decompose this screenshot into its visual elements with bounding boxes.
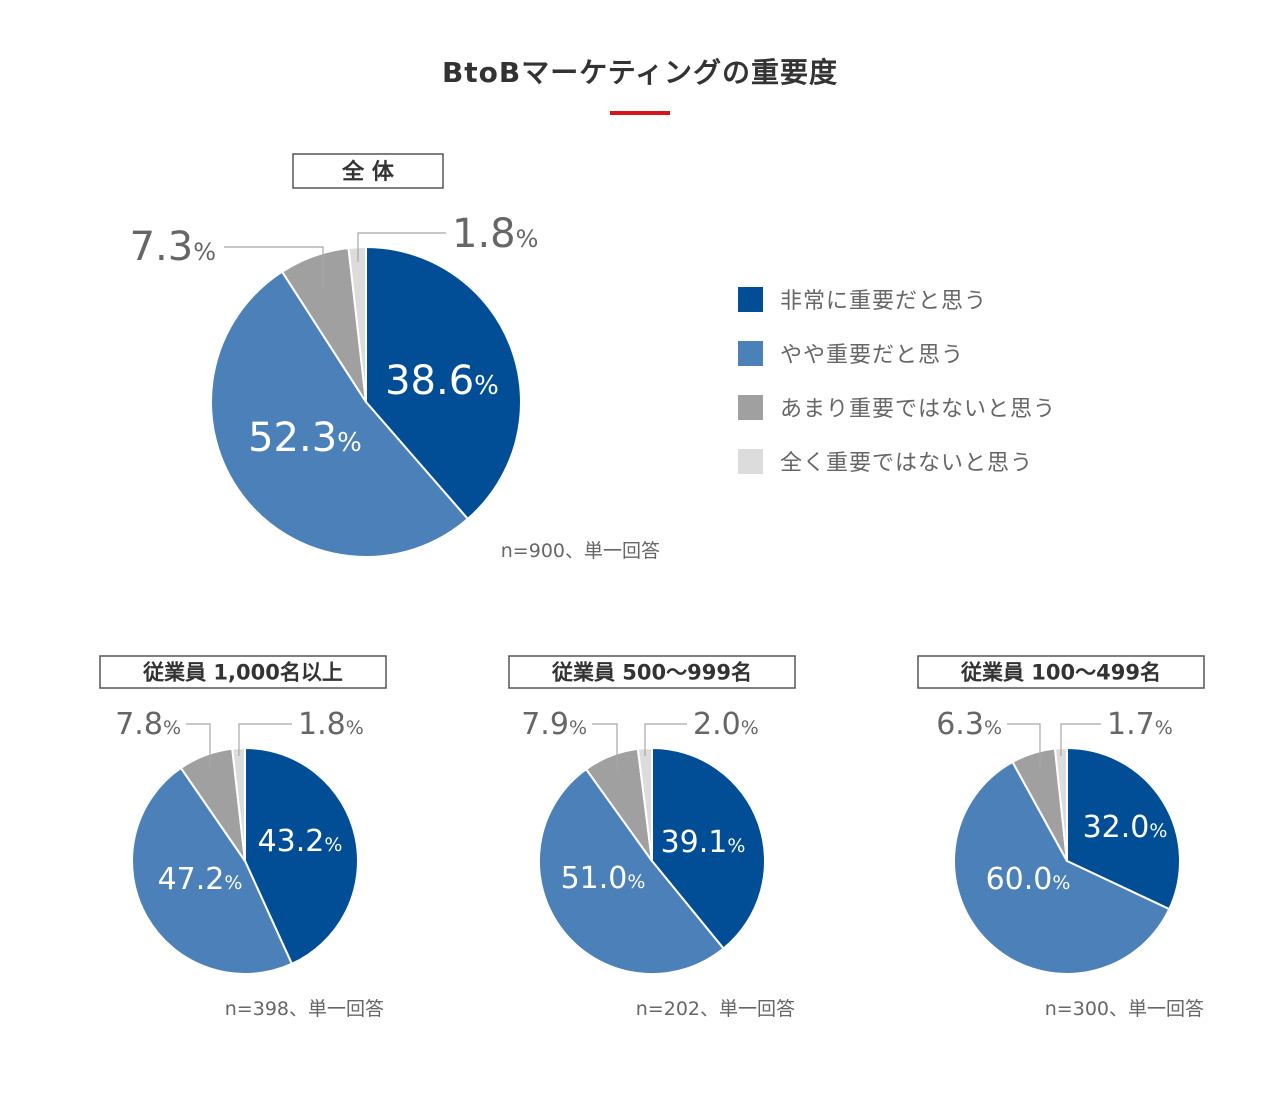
leader-line	[186, 723, 211, 770]
data-label: 39.1%	[661, 825, 746, 860]
data-label: 1.8%	[452, 211, 538, 257]
leader-line	[644, 723, 687, 756]
legend-label: 非常に重要だと思う	[780, 289, 987, 314]
data-label: 7.8%	[115, 707, 181, 742]
data-label-value: 6.3	[936, 707, 984, 742]
data-label: 1.8%	[298, 707, 364, 742]
data-label: 47.2%	[158, 862, 243, 897]
leader-line	[1007, 723, 1041, 770]
pie-slice	[131, 766, 293, 975]
pie-title-box	[917, 655, 1205, 689]
data-label: 38.6%	[385, 358, 499, 404]
data-label-value: 52.3	[248, 415, 337, 461]
data-label-percent: %	[727, 835, 745, 857]
data-label-value: 7.9	[521, 707, 569, 742]
leader-line	[592, 723, 618, 770]
data-label-value: 1.8	[452, 211, 516, 257]
data-label-percent: %	[1052, 872, 1070, 894]
data-label-value: 51.0	[561, 861, 628, 896]
sample-note: n=202、単一回答	[636, 998, 795, 1020]
legend-label: 全く重要ではないと思う	[780, 451, 1033, 476]
data-label-value: 7.8	[115, 707, 163, 742]
data-label-percent: %	[324, 834, 342, 856]
sample-note: n=398、単一回答	[225, 998, 384, 1020]
data-label-percent: %	[1155, 717, 1173, 739]
data-label: 51.0%	[561, 861, 646, 896]
data-label-value: 7.3	[130, 224, 194, 270]
pie-title: 従業員 100〜499名	[960, 661, 1161, 685]
sample-note: n=900、単一回答	[501, 540, 660, 562]
leader-line	[1060, 723, 1101, 756]
data-label: 2.0%	[693, 707, 759, 742]
pie-slice	[651, 747, 766, 950]
data-label-percent: %	[516, 225, 539, 253]
data-label-percent: %	[984, 717, 1002, 739]
pie-slice	[953, 760, 1171, 975]
data-label-percent: %	[474, 371, 499, 401]
data-label-percent: %	[346, 717, 364, 739]
pie-slice	[537, 768, 725, 976]
pie-title: 従業員 500〜999名	[551, 661, 752, 685]
pie-slice	[210, 270, 469, 558]
data-label-percent: %	[741, 717, 759, 739]
sample-note: n=300、単一回答	[1045, 998, 1204, 1020]
legend-swatch	[738, 287, 763, 312]
title-accent-bar	[610, 111, 670, 115]
data-label-percent: %	[569, 717, 587, 739]
data-label-percent: %	[337, 428, 362, 458]
leader-line	[238, 723, 292, 756]
pie-title-box	[292, 153, 444, 189]
page-title: BtoBマーケティングの重要度	[442, 56, 838, 89]
legend-swatch	[738, 341, 763, 366]
data-label: 52.3%	[248, 415, 362, 461]
data-label-value: 47.2	[158, 862, 225, 897]
data-label: 6.3%	[936, 707, 1002, 742]
pie-slice	[347, 246, 367, 403]
data-label: 1.7%	[1107, 707, 1173, 742]
data-label: 7.3%	[130, 224, 216, 270]
legend-swatch	[738, 449, 763, 474]
pie-title: 従業員 1,000名以上	[142, 661, 343, 685]
data-label-value: 2.0	[693, 707, 741, 742]
data-label-value: 32.0	[1083, 810, 1150, 845]
legend-swatch	[738, 395, 763, 420]
data-label-value: 60.0	[986, 862, 1053, 897]
data-label: 60.0%	[986, 862, 1071, 897]
data-label-value: 1.7	[1107, 707, 1155, 742]
pie-slice	[244, 747, 359, 965]
pie-title-box	[508, 655, 796, 689]
pie-slice	[365, 246, 522, 520]
data-label-value: 43.2	[258, 824, 325, 859]
pie-title: 全 体	[341, 159, 395, 185]
data-label: 7.9%	[521, 707, 587, 742]
leader-line	[357, 232, 446, 262]
data-label: 32.0%	[1083, 810, 1168, 845]
data-label: 43.2%	[258, 824, 343, 859]
data-label-value: 39.1	[661, 825, 728, 860]
data-label-percent: %	[193, 238, 216, 266]
pie-slice	[1066, 747, 1181, 911]
legend-label: あまり重要ではないと思う	[780, 397, 1056, 422]
data-label-value: 1.8	[298, 707, 346, 742]
data-label-value: 38.6	[385, 358, 474, 404]
legend-label: やや重要だと思う	[780, 343, 964, 368]
data-label-percent: %	[627, 871, 645, 893]
pie-chart-0: 全 体38.6%52.3%7.3% 1.8%n=900、単一回答	[130, 153, 660, 562]
data-label-percent: %	[224, 872, 242, 894]
leader-line	[224, 246, 324, 290]
data-label-percent: %	[1149, 820, 1167, 842]
pie-title-box	[99, 655, 387, 689]
data-label-percent: %	[163, 717, 181, 739]
